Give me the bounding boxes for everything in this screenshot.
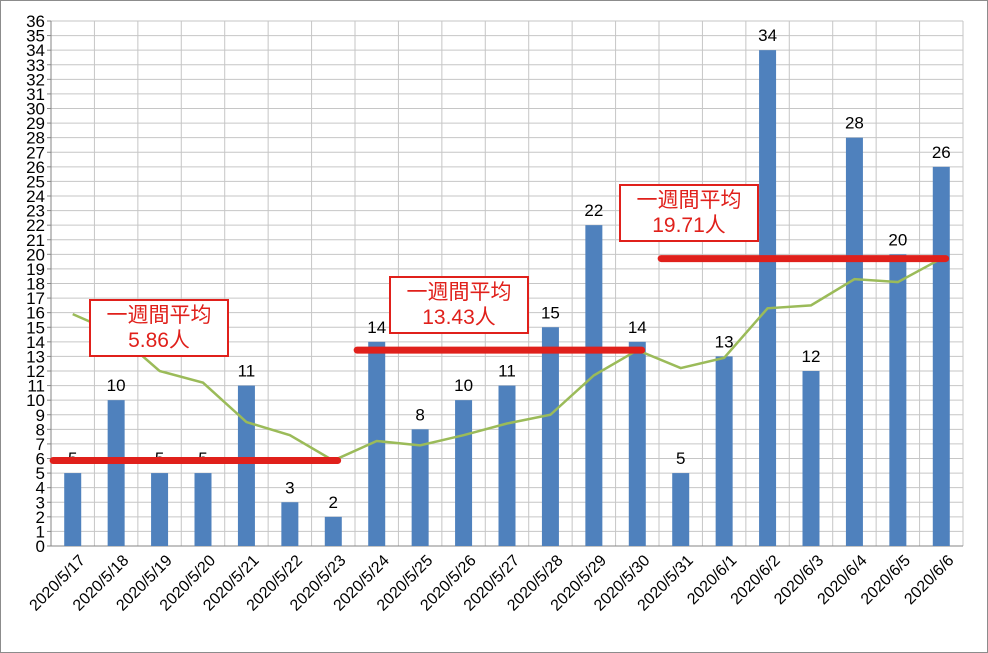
weekly-average-value-3: 19.71人 xyxy=(652,214,726,237)
y-tick-label: 6 xyxy=(36,450,45,469)
weekly-average-label-2: 一週間平均 xyxy=(406,281,512,304)
bar xyxy=(455,400,473,546)
bar xyxy=(237,385,255,546)
bar-value-label: 3 xyxy=(285,478,294,497)
bar xyxy=(585,225,603,546)
bar xyxy=(759,50,777,547)
bar-value-label: 2 xyxy=(329,493,338,512)
y-tick-label: 34 xyxy=(26,41,45,60)
y-tick-label: 16 xyxy=(26,304,45,323)
y-tick-label: 28 xyxy=(26,129,45,148)
weekly-average-label-1: 一週間平均 xyxy=(106,304,212,327)
y-tick-label: 30 xyxy=(26,100,45,119)
bar-value-label: 13 xyxy=(715,332,734,351)
bar xyxy=(845,137,863,546)
y-tick-label: 22 xyxy=(26,216,45,235)
y-tick-label: 13 xyxy=(26,347,45,366)
bar xyxy=(411,429,429,546)
bar xyxy=(107,400,125,546)
bar-value-label: 14 xyxy=(367,318,386,337)
bar xyxy=(368,341,386,546)
bar-value-label: 10 xyxy=(454,376,473,395)
bar xyxy=(194,473,212,546)
bar xyxy=(64,473,82,546)
y-tick-label: 20 xyxy=(26,245,45,264)
bar-value-label: 14 xyxy=(628,318,647,337)
y-tick-label: 12 xyxy=(26,362,45,381)
y-tick-label: 23 xyxy=(26,202,45,221)
y-tick-label: 5 xyxy=(36,464,45,483)
bar-value-label: 22 xyxy=(584,201,603,220)
bar-value-label: 10 xyxy=(107,376,126,395)
y-tick-label: 33 xyxy=(26,56,45,75)
y-tick-label: 36 xyxy=(26,12,45,31)
bar-value-label: 5 xyxy=(676,449,685,468)
y-tick-label: 25 xyxy=(26,172,45,191)
y-tick-label: 27 xyxy=(26,143,45,162)
bar-value-label: 26 xyxy=(932,143,951,162)
bar-value-label: 34 xyxy=(758,26,777,45)
bar-value-label: 15 xyxy=(541,303,560,322)
bar xyxy=(324,516,342,546)
y-tick-label: 0 xyxy=(36,537,45,556)
bar xyxy=(715,356,733,546)
bar xyxy=(932,166,950,547)
weekly-average-value-2: 13.43人 xyxy=(422,306,496,329)
y-tick-label: 8 xyxy=(36,420,45,439)
y-tick-label: 11 xyxy=(27,377,45,396)
bar xyxy=(498,385,516,546)
y-tick-label: 10 xyxy=(26,391,45,410)
weekly-average-callout-2: 一週間平均 13.43人 xyxy=(389,276,529,334)
bar xyxy=(151,473,169,546)
y-tick-label: 9 xyxy=(36,406,45,425)
y-tick-label: 18 xyxy=(26,275,45,294)
bar-value-label: 12 xyxy=(802,347,821,366)
bar xyxy=(541,327,559,546)
weekly-average-value-1: 5.86人 xyxy=(128,329,190,352)
y-tick-label: 1 xyxy=(36,522,45,541)
bar-value-label: 11 xyxy=(498,362,516,381)
bar-value-label: 11 xyxy=(238,362,256,381)
y-tick-label: 26 xyxy=(26,158,45,177)
y-tick-label: 15 xyxy=(26,318,45,337)
bar-value-label: 20 xyxy=(888,230,907,249)
bar xyxy=(281,502,299,546)
bar xyxy=(628,341,646,546)
moving-average-line xyxy=(72,257,942,462)
y-tick-label: 24 xyxy=(26,187,45,206)
y-tick-label: 32 xyxy=(26,70,45,89)
weekly-average-callout-1: 一週間平均 5.86人 xyxy=(89,299,229,357)
bar xyxy=(802,371,820,546)
weekly-average-label-3: 一週間平均 xyxy=(636,189,742,212)
weekly-average-callout-3: 一週間平均 19.71人 xyxy=(619,184,759,242)
y-tick-label: 19 xyxy=(26,260,45,279)
y-tick-label: 7 xyxy=(36,435,45,454)
y-tick-label: 17 xyxy=(26,289,45,308)
y-tick-label: 14 xyxy=(26,333,45,352)
bar xyxy=(889,254,907,547)
y-tick-label: 29 xyxy=(26,114,45,133)
y-tick-label: 4 xyxy=(36,479,45,498)
bar xyxy=(672,473,690,546)
y-tick-label: 35 xyxy=(26,27,45,46)
y-tick-label: 2 xyxy=(36,508,45,527)
y-tick-label: 31 xyxy=(26,85,45,104)
y-tick-label: 3 xyxy=(36,493,45,512)
y-tick-label: 21 xyxy=(26,231,45,250)
bar-value-label: 28 xyxy=(845,114,864,133)
bar-value-label: 8 xyxy=(415,405,424,424)
